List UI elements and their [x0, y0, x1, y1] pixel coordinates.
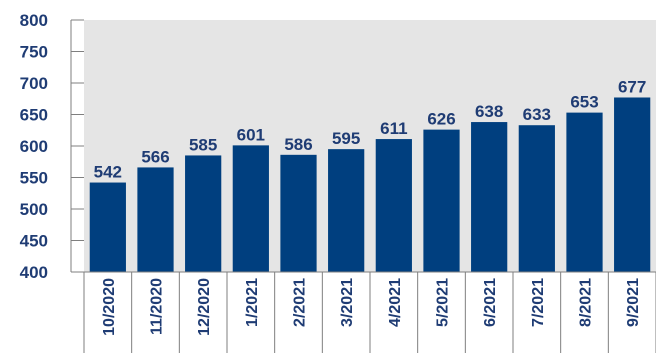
y-tick-label: 750	[20, 43, 48, 62]
x-tick-label: 3/2021	[339, 278, 356, 327]
y-tick-label: 800	[20, 11, 48, 30]
x-tick-label: 10/2020	[101, 278, 118, 336]
bar	[89, 182, 126, 272]
bar-value-label: 626	[427, 110, 455, 129]
bar-value-label: 601	[237, 125, 265, 144]
y-tick-label: 400	[20, 263, 48, 282]
bars	[89, 97, 651, 273]
x-tick-label: 7/2021	[530, 278, 547, 327]
bar-value-label: 566	[141, 147, 169, 166]
y-axis: 400 450 500 550 600 650 700 750 800	[20, 11, 84, 282]
x-tick-label: 8/2021	[578, 278, 595, 327]
y-tick-label: 550	[20, 169, 48, 188]
x-tick-label: 2/2021	[292, 278, 309, 327]
bar-value-label: 611	[380, 119, 407, 138]
bar	[280, 154, 317, 272]
bar	[518, 125, 555, 273]
bar	[328, 149, 365, 272]
plot-background	[84, 20, 656, 272]
x-tick-label: 1/2021	[244, 278, 261, 327]
bar-value-label: 653	[570, 93, 598, 112]
bar	[232, 145, 269, 272]
bar-value-label: 586	[284, 135, 312, 154]
x-axis: 10/2020 11/2020 12/2020 1/2021 2/2021 3/2021 4…	[71, 271, 656, 353]
bar-value-label: 542	[94, 163, 122, 182]
bar	[471, 122, 508, 272]
bar	[614, 97, 651, 273]
y-tick-label: 450	[20, 232, 48, 251]
bar	[185, 155, 222, 272]
bar-value-label: 633	[523, 105, 551, 124]
x-tick-label: 9/2021	[625, 278, 642, 327]
y-tick-label: 650	[20, 106, 48, 125]
y-tick-label: 600	[20, 137, 48, 156]
x-tick-label: 6/2021	[482, 278, 499, 327]
x-tick-label: 4/2021	[387, 278, 404, 327]
bar	[137, 167, 174, 272]
bar	[566, 112, 603, 272]
y-tick-label: 500	[20, 200, 48, 219]
x-tick-label: 5/2021	[435, 278, 452, 327]
bar	[375, 139, 412, 272]
data-labels: 542 566 585 601 586 595 611 626 638 633 653 677	[94, 77, 647, 181]
bar-value-label: 677	[618, 77, 646, 96]
y-tick-label: 700	[20, 74, 48, 93]
x-tick-label: 12/2020	[196, 278, 213, 336]
bar	[423, 129, 460, 272]
x-tick-label: 11/2020	[149, 278, 166, 335]
bar-value-label: 585	[189, 135, 217, 154]
bar-value-label: 638	[475, 102, 503, 121]
bar-value-label: 595	[332, 129, 360, 148]
